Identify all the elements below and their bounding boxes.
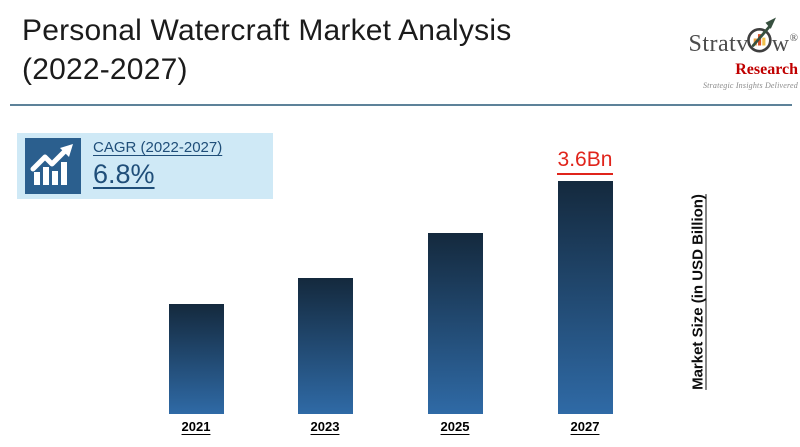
bar-2023 xyxy=(297,278,353,414)
x-axis-label-2023: 2023 xyxy=(310,419,340,434)
logo-brand: Stratv w® xyxy=(670,17,798,62)
logo-brand-left: Stratv xyxy=(688,31,749,57)
x-axis-label-2027: 2027 xyxy=(570,419,600,434)
bar-2027 xyxy=(557,181,613,414)
logo-tagline: Strategic Insights Delivered xyxy=(702,81,798,90)
page-title-line1: Personal Watercraft Market Analysis xyxy=(22,14,512,47)
magnifier-chart-icon xyxy=(746,17,776,53)
x-axis-label-2021: 2021 xyxy=(181,419,211,434)
bar-2025 xyxy=(427,233,483,414)
page-title: Personal Watercraft Market Analysis (202… xyxy=(22,11,642,89)
logo-subbrand: Research xyxy=(735,61,798,78)
page-title-line2: (2022-2027) xyxy=(22,53,188,86)
data-label-2027: 3.6Bn xyxy=(540,148,630,175)
registered-mark: ® xyxy=(789,32,798,44)
cagr-texts: CAGR (2022-2027) 6.8% xyxy=(93,139,222,190)
growth-chart-icon xyxy=(25,138,81,194)
cagr-value: 6.8% xyxy=(93,159,155,189)
stratview-research-logo: Stratv w® Research Strategic Insights De… xyxy=(670,17,798,90)
x-axis-label-2025: 2025 xyxy=(440,419,470,434)
bar-2021 xyxy=(168,304,224,414)
logo-brand-right: w xyxy=(771,31,790,57)
cagr-label: CAGR (2022-2027) xyxy=(93,139,223,156)
y-axis-label: Market Size (in USD Billion) xyxy=(689,194,707,390)
cagr-callout: CAGR (2022-2027) 6.8% xyxy=(17,133,273,199)
title-divider xyxy=(10,104,792,106)
